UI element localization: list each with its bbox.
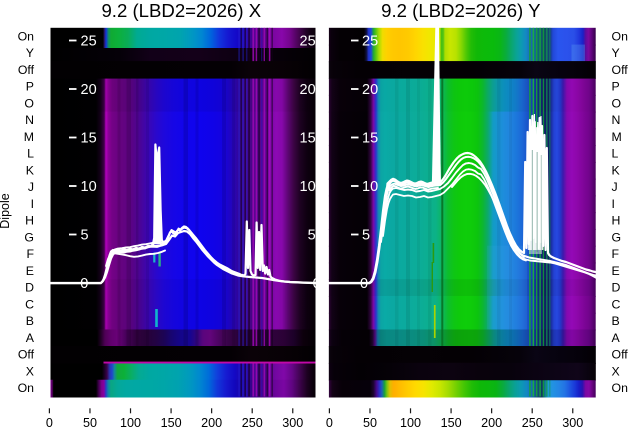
svg-text:On: On bbox=[612, 381, 629, 395]
svg-text:On: On bbox=[18, 381, 35, 395]
svg-text:B: B bbox=[26, 314, 34, 328]
svg-text:Y: Y bbox=[612, 46, 620, 60]
svg-text:L: L bbox=[27, 147, 34, 161]
svg-text:E: E bbox=[612, 264, 620, 278]
svg-text:O: O bbox=[24, 96, 34, 110]
svg-text:100: 100 bbox=[400, 416, 421, 430]
svg-text:G: G bbox=[24, 230, 34, 244]
svg-text:0: 0 bbox=[326, 416, 333, 430]
svg-text:G: G bbox=[612, 230, 622, 244]
svg-text:M: M bbox=[612, 130, 622, 144]
svg-text:F: F bbox=[612, 247, 620, 261]
svg-text:100: 100 bbox=[120, 416, 141, 430]
svg-text:E: E bbox=[26, 264, 34, 278]
svg-text:Y: Y bbox=[26, 46, 34, 60]
svg-text:5: 5 bbox=[308, 228, 316, 244]
svg-text:C: C bbox=[25, 297, 34, 311]
svg-text:J: J bbox=[28, 180, 34, 194]
svg-text:0: 0 bbox=[313, 276, 321, 292]
svg-text:P: P bbox=[612, 80, 620, 94]
svg-text:20: 20 bbox=[362, 82, 378, 98]
svg-text:200: 200 bbox=[481, 416, 502, 430]
svg-text:Off: Off bbox=[612, 348, 629, 362]
svg-text:Dipole: Dipole bbox=[0, 193, 12, 228]
svg-text:On: On bbox=[18, 29, 35, 43]
svg-text:Off: Off bbox=[18, 348, 35, 362]
svg-text:L: L bbox=[612, 147, 619, 161]
svg-text:50: 50 bbox=[83, 416, 97, 430]
svg-text:50: 50 bbox=[363, 416, 377, 430]
svg-text:9.2 (LBD2=2026) X: 9.2 (LBD2=2026) X bbox=[101, 0, 261, 21]
svg-text:I: I bbox=[31, 197, 34, 211]
svg-text:K: K bbox=[26, 163, 35, 177]
svg-text:25: 25 bbox=[300, 34, 316, 50]
svg-text:M: M bbox=[24, 130, 34, 144]
svg-text:200: 200 bbox=[201, 416, 222, 430]
svg-text:O: O bbox=[612, 96, 622, 110]
svg-text:0: 0 bbox=[46, 416, 53, 430]
svg-text:Off: Off bbox=[18, 63, 35, 77]
svg-text:20: 20 bbox=[300, 82, 316, 98]
svg-text:F: F bbox=[26, 247, 34, 261]
svg-text:N: N bbox=[612, 113, 621, 127]
svg-text:10: 10 bbox=[300, 179, 316, 195]
svg-text:5: 5 bbox=[81, 228, 89, 244]
svg-text:20: 20 bbox=[81, 82, 97, 98]
svg-text:J: J bbox=[612, 180, 618, 194]
svg-text:15: 15 bbox=[81, 131, 97, 147]
svg-text:A: A bbox=[26, 331, 35, 345]
svg-text:9.2 (LBD2=2026) Y: 9.2 (LBD2=2026) Y bbox=[381, 0, 540, 21]
svg-text:H: H bbox=[612, 214, 621, 228]
svg-text:300: 300 bbox=[562, 416, 583, 430]
svg-text:150: 150 bbox=[161, 416, 182, 430]
svg-text:300: 300 bbox=[282, 416, 303, 430]
svg-text:250: 250 bbox=[522, 416, 543, 430]
svg-text:C: C bbox=[612, 297, 621, 311]
svg-text:X: X bbox=[26, 365, 34, 379]
svg-text:15: 15 bbox=[362, 131, 378, 147]
svg-text:On: On bbox=[612, 29, 629, 43]
svg-text:B: B bbox=[612, 314, 620, 328]
svg-text:I: I bbox=[612, 197, 615, 211]
svg-text:D: D bbox=[612, 281, 621, 295]
svg-text:0: 0 bbox=[360, 276, 368, 292]
svg-text:H: H bbox=[25, 214, 34, 228]
svg-text:Off: Off bbox=[612, 63, 629, 77]
svg-text:P: P bbox=[26, 80, 34, 94]
svg-text:250: 250 bbox=[242, 416, 263, 430]
svg-text:25: 25 bbox=[81, 34, 97, 50]
svg-text:A: A bbox=[612, 331, 621, 345]
svg-text:10: 10 bbox=[81, 179, 97, 195]
svg-text:D: D bbox=[25, 281, 34, 295]
svg-text:X: X bbox=[612, 365, 620, 379]
svg-text:10: 10 bbox=[362, 179, 378, 195]
svg-text:15: 15 bbox=[300, 131, 316, 147]
svg-text:K: K bbox=[612, 163, 621, 177]
svg-text:0: 0 bbox=[80, 276, 88, 292]
svg-text:25: 25 bbox=[362, 34, 378, 50]
svg-text:5: 5 bbox=[362, 228, 370, 244]
svg-text:N: N bbox=[25, 113, 34, 127]
svg-text:150: 150 bbox=[441, 416, 462, 430]
